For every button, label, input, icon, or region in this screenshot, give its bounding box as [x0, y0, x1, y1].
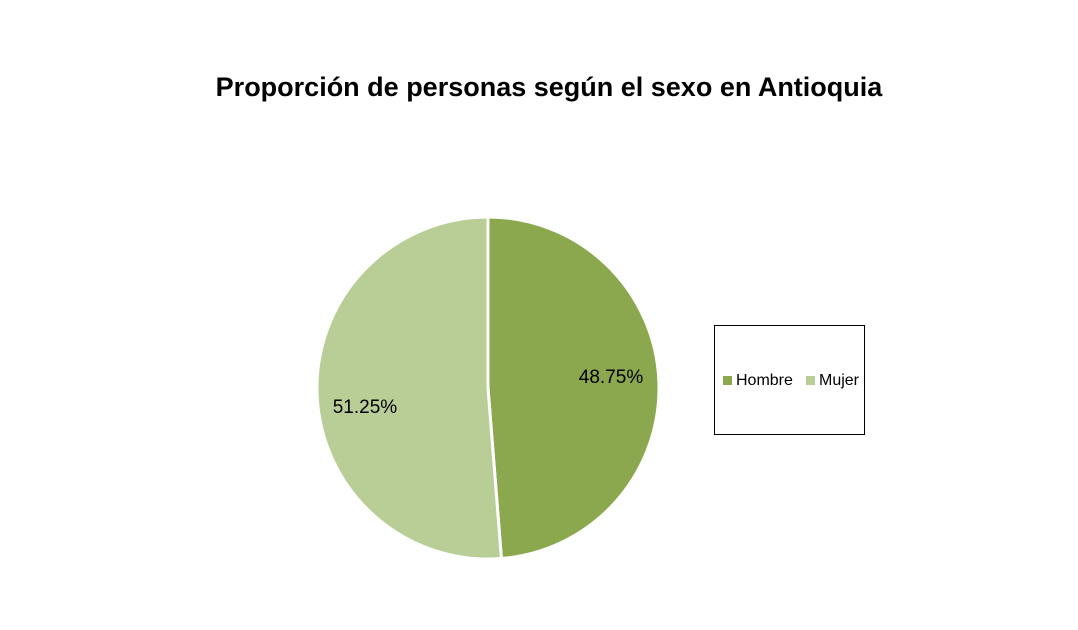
pie-slice: [486, 215, 661, 561]
value-label: 51.25%: [333, 397, 398, 418]
legend-box: [714, 325, 865, 435]
value-label: 48.75%: [579, 367, 644, 388]
chart-title: Proporción de personas según el sexo en …: [216, 72, 884, 102]
legend-swatch: [806, 376, 815, 385]
legend-label: Hombre: [736, 372, 793, 389]
legend-label: Mujer: [819, 372, 860, 389]
legend-swatch: [723, 376, 732, 385]
pie-slice: [315, 215, 504, 561]
